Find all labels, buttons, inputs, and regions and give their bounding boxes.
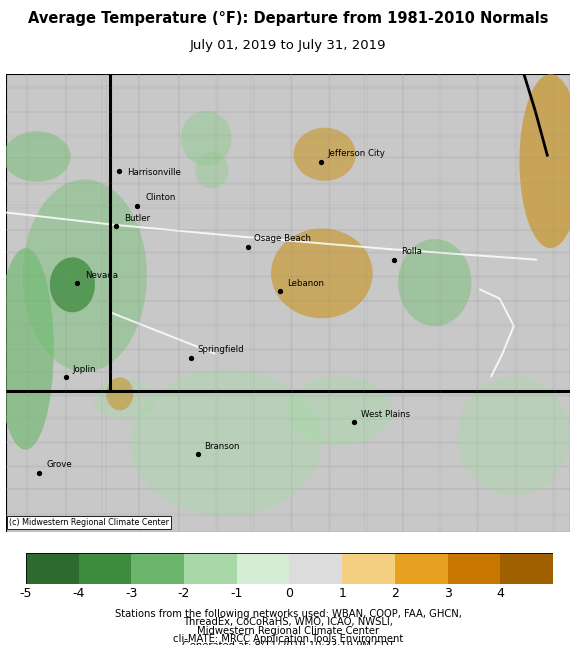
Ellipse shape (106, 377, 133, 410)
Ellipse shape (0, 248, 54, 450)
Text: Harrisonville: Harrisonville (127, 168, 181, 177)
Text: Clinton: Clinton (146, 194, 176, 203)
Ellipse shape (195, 152, 229, 188)
Ellipse shape (271, 228, 373, 318)
Ellipse shape (22, 179, 147, 372)
Ellipse shape (294, 128, 356, 181)
Text: 0: 0 (286, 588, 293, 600)
Text: Springfield: Springfield (198, 346, 244, 355)
Text: -2: -2 (178, 588, 190, 600)
Ellipse shape (457, 377, 570, 495)
Text: Nevada: Nevada (85, 272, 118, 280)
Bar (342, 553, 395, 584)
Text: Lebanon: Lebanon (287, 279, 324, 288)
Ellipse shape (130, 370, 322, 516)
Text: Joplin: Joplin (73, 364, 96, 373)
Text: -1: -1 (230, 588, 243, 600)
Ellipse shape (93, 379, 156, 420)
Text: -4: -4 (73, 588, 85, 600)
Text: -3: -3 (125, 588, 138, 600)
Bar (290, 553, 342, 584)
Text: Grove: Grove (47, 460, 72, 469)
Text: -5: -5 (20, 588, 32, 600)
Text: Stations from the following networks used: WBAN, COOP, FAA, GHCN,: Stations from the following networks use… (115, 609, 461, 619)
Ellipse shape (50, 257, 95, 312)
Bar (237, 553, 290, 584)
Text: Rolla: Rolla (401, 248, 422, 257)
Text: Branson: Branson (204, 442, 240, 451)
Bar (500, 553, 553, 584)
Text: 3: 3 (444, 588, 452, 600)
Text: July 01, 2019 to July 31, 2019: July 01, 2019 to July 31, 2019 (190, 39, 386, 52)
Ellipse shape (181, 111, 232, 166)
Text: Osage Beach: Osage Beach (254, 233, 311, 243)
Text: Midwestern Regional Climate Center: Midwestern Regional Climate Center (197, 626, 379, 637)
Ellipse shape (520, 74, 576, 248)
Text: (c) Midwestern Regional Climate Center: (c) Midwestern Regional Climate Center (9, 518, 169, 526)
Bar (131, 553, 184, 584)
Text: Butler: Butler (124, 213, 150, 223)
Bar (78, 553, 131, 584)
Ellipse shape (398, 239, 471, 326)
Text: 4: 4 (497, 588, 504, 600)
Text: West Plains: West Plains (361, 410, 411, 419)
Text: 1: 1 (338, 588, 346, 600)
Text: 2: 2 (391, 588, 399, 600)
Bar (395, 553, 448, 584)
Bar (26, 553, 78, 584)
Text: Average Temperature (°F): Departure from 1981-2010 Normals: Average Temperature (°F): Departure from… (28, 11, 548, 26)
Text: Generated at: 8/11/2019 10:33:19 PM CDT: Generated at: 8/11/2019 10:33:19 PM CDT (181, 640, 395, 645)
Bar (448, 553, 500, 584)
Text: Jefferson City: Jefferson City (328, 148, 385, 157)
Ellipse shape (3, 132, 71, 182)
Bar (184, 553, 237, 584)
Text: cli-MATE: MRCC Application Tools Environment: cli-MATE: MRCC Application Tools Environ… (173, 633, 403, 644)
Text: ThreadEx, CoCoRaHS, WMO, ICAO, NWSLI,: ThreadEx, CoCoRaHS, WMO, ICAO, NWSLI, (183, 617, 393, 628)
Ellipse shape (285, 377, 392, 445)
